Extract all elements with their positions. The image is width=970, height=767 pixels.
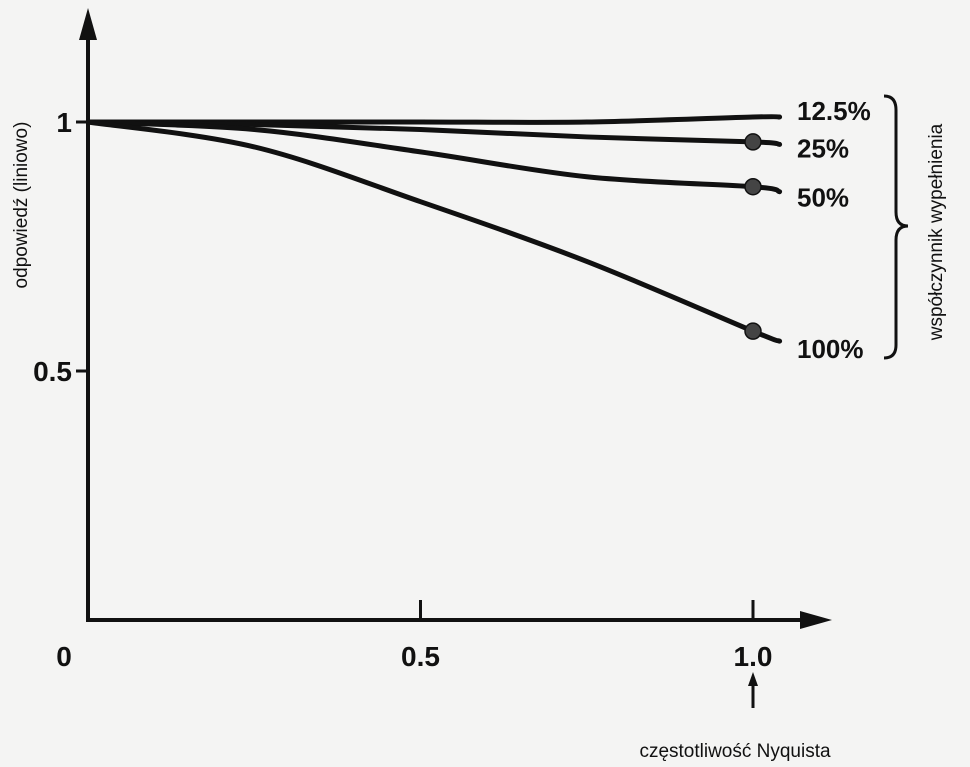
series-marker-1 xyxy=(744,133,762,151)
ticks: 0 0.5 1.0 0.5 1 xyxy=(33,107,772,672)
markers xyxy=(744,133,762,340)
x-tick-label-2: 1.0 xyxy=(734,641,773,672)
series-label-1: 25% xyxy=(797,133,849,163)
series-labels: 12.5% 25% 50% 100% xyxy=(797,96,871,364)
x-tick-label-1: 0.5 xyxy=(401,641,440,672)
x-tick-label-0: 0 xyxy=(56,641,72,672)
x-axis-arrow xyxy=(800,611,832,629)
nyquist-label: częstotliwość Nyquista xyxy=(639,741,831,762)
curves xyxy=(85,114,783,344)
brace xyxy=(883,94,909,360)
y-axis-arrow xyxy=(79,8,97,40)
y-tick-label-1: 1 xyxy=(56,107,72,138)
nyquist-annotation: częstotliwość Nyquista xyxy=(639,672,831,762)
y-axis-title: odpowiedź (liniowo) xyxy=(11,122,32,289)
series-label-3: 100% xyxy=(797,334,864,364)
series-line-3 xyxy=(85,119,783,344)
series-label-2: 50% xyxy=(797,183,849,213)
nyquist-arrowhead xyxy=(748,672,758,686)
series-marker-3 xyxy=(744,322,762,340)
y-tick-label-0: 0.5 xyxy=(33,356,72,387)
brace-label: współczynnik wypełnienia xyxy=(926,123,947,341)
series-marker-2 xyxy=(744,177,762,196)
series-label-0: 12.5% xyxy=(797,96,871,126)
